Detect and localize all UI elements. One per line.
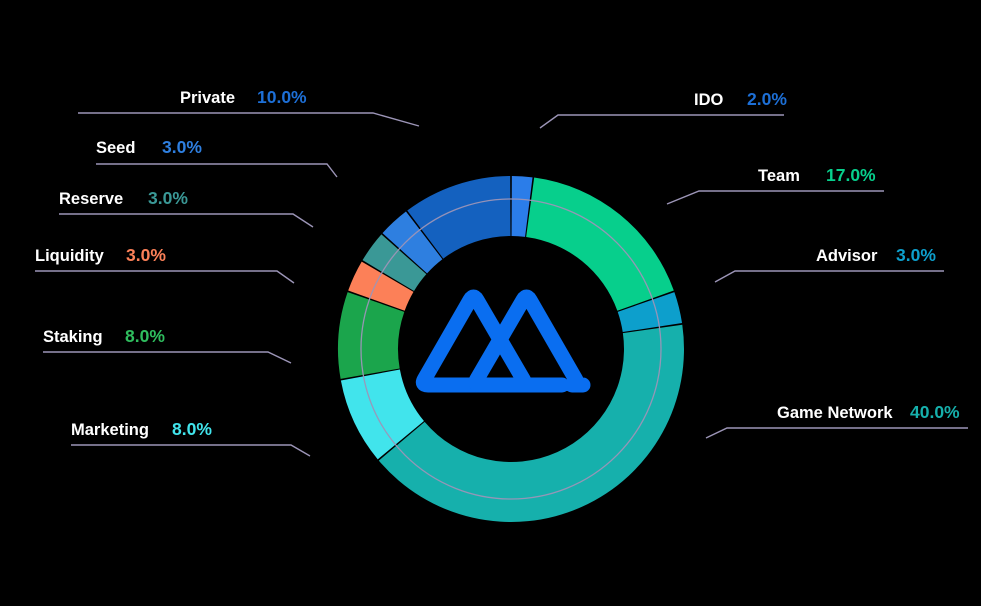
leader-line-game-network	[705, 427, 968, 439]
donut-slice-reserve[interactable]	[362, 234, 427, 291]
callout-marketing[interactable]: Marketing 8.0%	[71, 419, 212, 439]
callout-staking-label: Staking	[43, 328, 103, 346]
callout-reserve-label: Reserve	[59, 190, 123, 208]
callout-private[interactable]: Private 10.0%	[180, 87, 307, 107]
callout-ido-value: 2.0%	[747, 89, 787, 109]
callout-liquidity-label: Liquidity	[35, 247, 105, 265]
callout-ido[interactable]: IDO 2.0%	[694, 89, 787, 109]
leader-line-marketing	[71, 444, 311, 457]
callout-game-network-value: 40.0%	[910, 402, 960, 422]
callout-team-value: 17.0%	[826, 165, 876, 185]
callout-marketing-value: 8.0%	[172, 419, 212, 439]
donut-slice-advisor[interactable]	[617, 292, 683, 333]
donut-slice-marketing[interactable]	[340, 369, 424, 460]
callout-seed-value: 3.0%	[162, 137, 202, 157]
callout-staking-value: 8.0%	[125, 326, 165, 346]
callout-staking[interactable]: Staking 8.0%	[43, 326, 165, 346]
leader-line-reserve	[59, 213, 314, 228]
donut-slice-liquidity[interactable]	[348, 261, 414, 311]
leader-line-team	[666, 190, 884, 205]
callout-reserve-value: 3.0%	[148, 188, 188, 208]
donut-slice-group	[338, 176, 684, 522]
callout-liquidity[interactable]: Liquidity 3.0%	[35, 245, 166, 265]
callout-marketing-label: Marketing	[71, 421, 149, 439]
inner-decorative-ring	[360, 198, 662, 500]
leader-line-advisor	[714, 270, 944, 283]
callout-advisor-label: Advisor	[816, 247, 878, 265]
callout-seed[interactable]: Seed 3.0%	[96, 137, 202, 157]
donut-slice-private[interactable]	[407, 176, 511, 259]
leader-line-private	[78, 112, 420, 127]
callout-seed-label: Seed	[96, 139, 135, 157]
callout-reserve[interactable]: Reserve 3.0%	[59, 188, 188, 208]
callout-team[interactable]: Team 17.0%	[758, 165, 876, 185]
callout-ido-label: IDO	[694, 91, 724, 109]
donut-slice-team[interactable]	[526, 177, 674, 311]
donut-slice-game-network[interactable]	[378, 324, 684, 522]
callout-advisor-value: 3.0%	[896, 245, 936, 265]
leader-line-ido	[539, 114, 784, 129]
callout-game-network[interactable]: Game Network 40.0%	[777, 402, 960, 422]
callout-private-label: Private	[180, 89, 235, 107]
callout-team-label: Team	[758, 167, 800, 185]
callout-private-value: 10.0%	[257, 87, 307, 107]
donut-slice-staking[interactable]	[338, 292, 405, 379]
donut-slice-ido[interactable]	[511, 176, 533, 237]
leader-line-staking	[43, 351, 292, 364]
brand-logo-m	[415, 289, 591, 393]
callout-game-network-label: Game Network	[777, 404, 893, 422]
callout-liquidity-value: 3.0%	[126, 245, 166, 265]
leader-line-group	[35, 112, 968, 457]
leader-line-seed	[96, 163, 338, 178]
donut-slice-seed[interactable]	[382, 211, 443, 274]
callout-advisor[interactable]: Advisor 3.0%	[816, 245, 936, 265]
leader-line-liquidity	[35, 270, 295, 284]
